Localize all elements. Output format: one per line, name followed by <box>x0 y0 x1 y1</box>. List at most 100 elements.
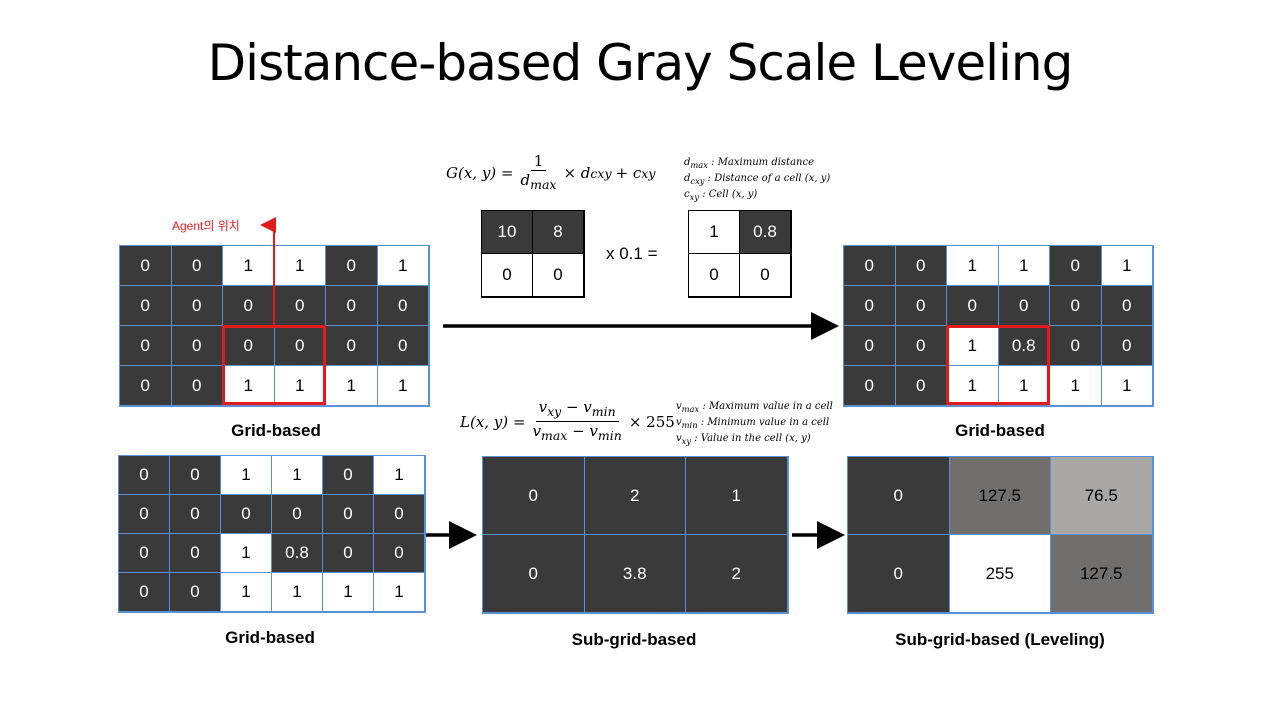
sub-grid-cell: 3.8 <box>584 535 686 613</box>
bottom-left-cell: 1 <box>221 456 272 495</box>
small-in-cell: 0 <box>533 254 584 297</box>
top-right-cell: 1 <box>947 326 999 366</box>
formula-g-lhs: G(x, y) = <box>446 164 514 182</box>
legend-l-row: vmax : Maximum value in a cell <box>676 401 833 414</box>
small-out-cell: 0 <box>740 254 791 297</box>
small-out-cell: 1 <box>689 211 740 254</box>
formula-g-term1: × d <box>563 164 591 182</box>
top-left-cell: 0 <box>326 326 378 366</box>
bottom-left-cell: 0 <box>374 495 425 534</box>
bottom-left-cell: 0.8 <box>272 534 323 573</box>
formula-g-term2: + c <box>615 164 642 182</box>
legend-l-row: vmin : Minimum value in a cell <box>676 417 830 430</box>
top-left-cell: 1 <box>377 366 429 406</box>
sub-grid-leveling-cell: 0 <box>848 535 950 613</box>
small-out-cell: 0 <box>689 254 740 297</box>
top-left-cell: 0 <box>377 286 429 326</box>
top-right-cell: 0.8 <box>998 326 1050 366</box>
sub-grid-cell: 0 <box>483 457 585 535</box>
bottom-left-cell: 1 <box>323 573 374 612</box>
agent-position-label: Agent의 위치 <box>172 219 240 233</box>
top-right-cell: 0 <box>998 286 1050 326</box>
formula-g-term2-sub: xy <box>641 165 656 181</box>
sub-grid-cell: 0 <box>483 535 585 613</box>
formula-g: G(x, y) = 1 dmax × d cxy + c xy <box>446 152 655 194</box>
top-right-cell: 0 <box>1050 326 1102 366</box>
bottom-left-cell: 0 <box>119 495 170 534</box>
bottom-left-cell: 0 <box>170 495 221 534</box>
grid-top-right: 0 0 1 1 0 1 0 0 0 0 0 0 0 0 1 0.8 0 0 0 0 1 1 1 1 <box>843 245 1154 407</box>
agent-highlight-box <box>222 325 326 405</box>
bottom-left-cell: 0 <box>119 456 170 495</box>
top-right-cell: 0 <box>844 366 896 406</box>
formula-l-fraction: vxy − vmin vmax − vmin <box>532 398 622 443</box>
small-in-cell: 10 <box>482 211 533 254</box>
bottom-left-cell: 0 <box>272 495 323 534</box>
bottom-left-cell: 0 <box>221 495 272 534</box>
top-right-cell: 1 <box>947 246 999 286</box>
top-right-cell: 1 <box>947 366 999 406</box>
top-left-cell: 0 <box>171 366 223 406</box>
top-right-cell: 1 <box>1101 366 1153 406</box>
label-sub-grid-based: Sub-grid-based <box>571 630 697 649</box>
label-grid-based-top-left: Grid-based <box>231 421 321 440</box>
page-title: Distance-based Gray Scale Leveling <box>207 34 1074 92</box>
bottom-left-cell: 1 <box>374 573 425 612</box>
small-in-cell: 0 <box>482 254 533 297</box>
multiplier-text: x 0.1 = <box>606 244 658 263</box>
legend-g-row: dcxy : Distance of a cell (x, y) <box>684 173 831 186</box>
top-left-cell: 1 <box>274 366 326 406</box>
top-right-cell: 1 <box>1101 246 1153 286</box>
bottom-left-cell: 0 <box>170 456 221 495</box>
top-right-cell: 1 <box>998 246 1050 286</box>
top-right-cell: 0 <box>844 246 896 286</box>
sub-grid-cell: 2 <box>686 535 788 613</box>
bottom-left-cell: 0 <box>170 573 221 612</box>
bottom-left-cell: 0 <box>119 534 170 573</box>
result-highlight-box <box>946 325 1050 405</box>
bottom-left-cell: 1 <box>221 534 272 573</box>
top-right-cell: 0 <box>844 326 896 366</box>
top-left-cell: 0 <box>326 246 378 286</box>
legend-g-row: dmax : Maximum distance <box>684 157 814 170</box>
sub-grid: 0 2 1 0 3.8 2 <box>482 456 789 614</box>
top-left-cell: 0 <box>223 326 275 366</box>
top-left-cell: 0 <box>120 366 172 406</box>
legend-g: dmax : Maximum distance dcxy : Distance … <box>684 156 830 204</box>
bottom-left-cell: 0 <box>374 534 425 573</box>
formula-g-denominator: d <box>520 171 531 189</box>
top-right-cell: 0 <box>1050 246 1102 286</box>
top-right-cell: 0 <box>1101 326 1153 366</box>
sub-grid-leveling-cell: 0 <box>848 457 950 535</box>
bottom-left-cell: 0 <box>323 495 374 534</box>
label-sub-grid-leveling: Sub-grid-based (Leveling) <box>895 630 1105 649</box>
formula-g-term1-sub: cxy <box>590 165 612 181</box>
top-left-cell: 0 <box>377 326 429 366</box>
bottom-left-cell: 0 <box>323 456 374 495</box>
top-right-cell: 0 <box>1101 286 1153 326</box>
top-left-cell: 0 <box>171 246 223 286</box>
sub-grid-leveling-cell: 255 <box>949 535 1051 613</box>
bottom-left-cell: 1 <box>374 456 425 495</box>
bottom-left-cell: 0 <box>170 534 221 573</box>
legend-l-row: vxy : Value in the cell (x, y) <box>676 433 811 446</box>
formula-g-numerator: 1 <box>530 152 547 171</box>
top-left-cell: 0 <box>326 286 378 326</box>
top-left-cell: 1 <box>223 366 275 406</box>
formula-l: L(x, y) = vxy − vmin vmax − vmin × 255 <box>460 398 675 445</box>
bottom-left-cell: 1 <box>272 573 323 612</box>
sub-grid-leveling-cell: 127.5 <box>949 457 1051 535</box>
top-left-cell: 0 <box>274 286 326 326</box>
top-left-cell: 1 <box>274 246 326 286</box>
formula-g-den-sub: max <box>530 177 557 192</box>
top-right-cell: 0 <box>895 246 947 286</box>
small-in-cell: 8 <box>533 211 584 254</box>
legend-l: vmax : Maximum value in a cell vmin : Mi… <box>676 400 833 448</box>
bottom-left-cell: 1 <box>221 573 272 612</box>
sub-grid-cell: 2 <box>584 457 686 535</box>
top-right-cell: 0 <box>895 286 947 326</box>
top-right-cell: 1 <box>1050 366 1102 406</box>
bottom-left-cell: 1 <box>272 456 323 495</box>
